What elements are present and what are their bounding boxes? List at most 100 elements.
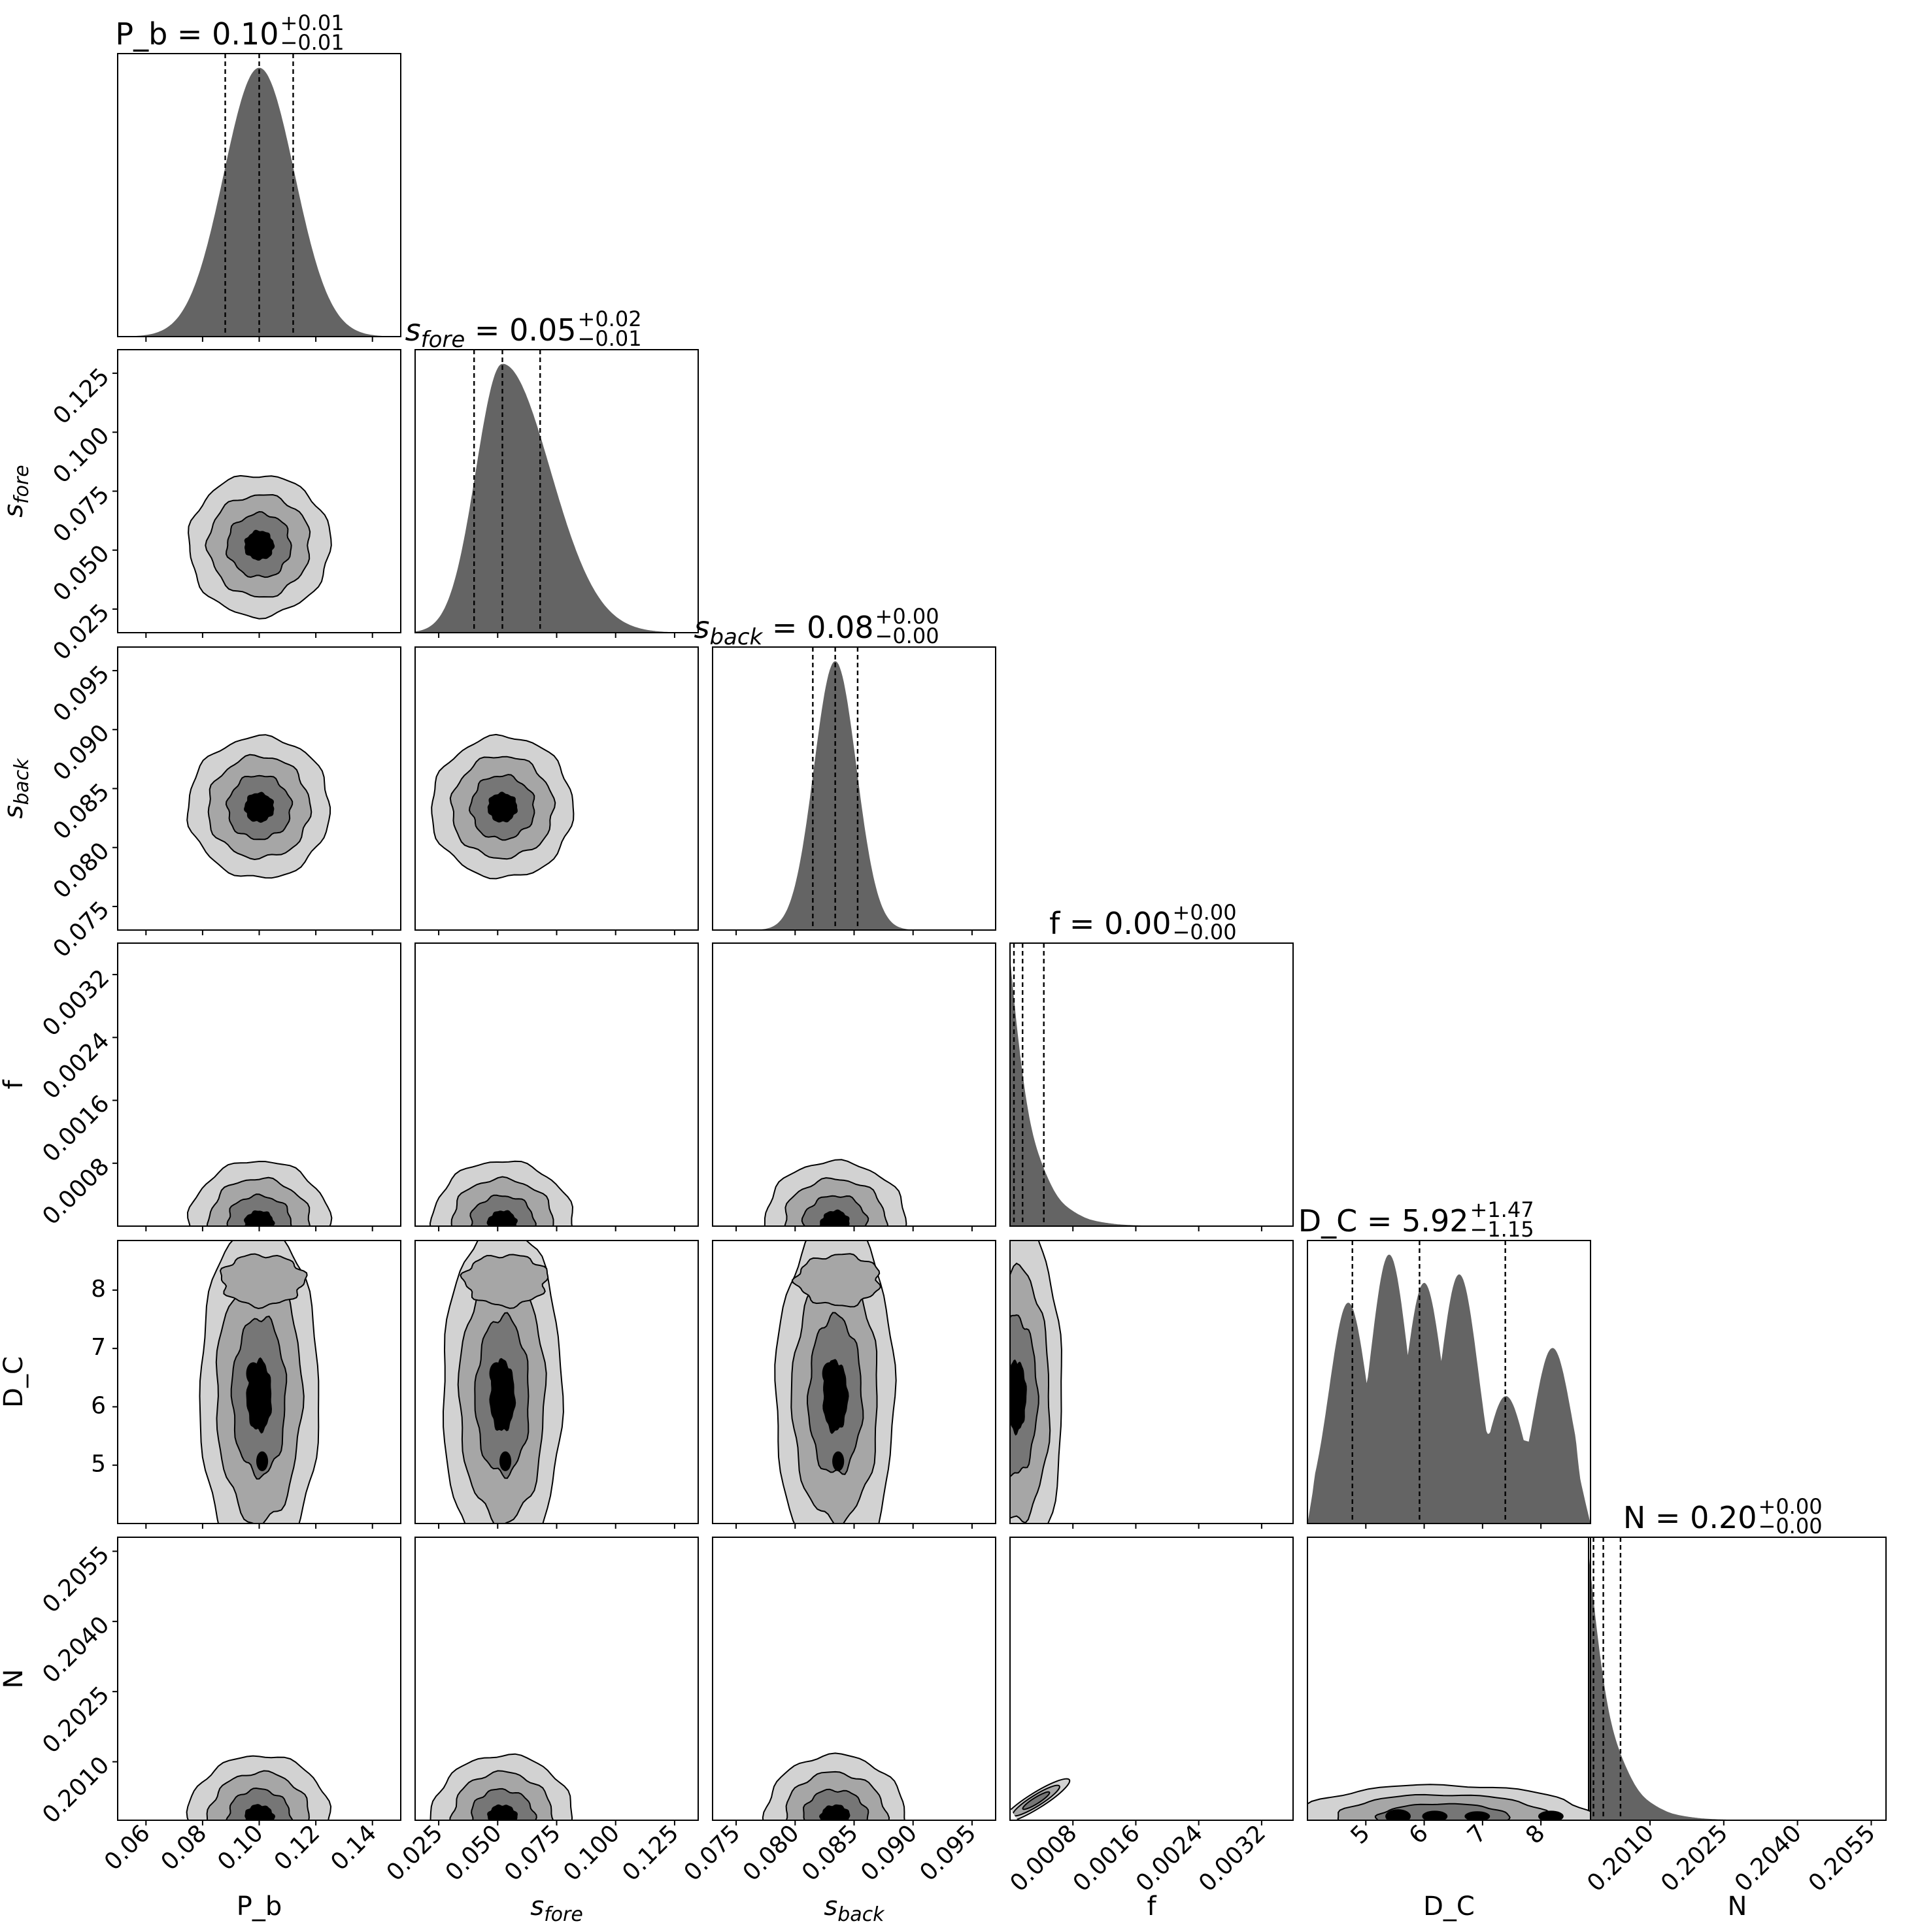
contour-s_back-f-level-3 xyxy=(820,1209,850,1226)
x-tick-label-P_b-1: 0.08 xyxy=(156,1820,212,1876)
title-plus-s_back: +0.00 xyxy=(875,604,939,629)
contour-D_C-N-core-2 xyxy=(1464,1811,1491,1820)
title-plus-P_b: +0.01 xyxy=(280,10,345,35)
title-minus-N: −0.00 xyxy=(1759,1514,1823,1539)
contour-s_back-D_C-core-a xyxy=(822,1362,837,1385)
y-tick-label-N-3: 0.2055 xyxy=(37,1541,114,1618)
panel-s_back-vs-N xyxy=(712,1537,996,1821)
hist-s_fore xyxy=(415,363,698,633)
title-s_back: sback = 0.08 xyxy=(694,610,874,650)
x-tick-label-P_b-3: 0.12 xyxy=(269,1820,326,1876)
contour-f-D_C-level-3 xyxy=(1010,1359,1027,1436)
panel-f-vs-D_C xyxy=(1009,1240,1294,1524)
title-f: f = 0.00 xyxy=(1049,906,1171,941)
x-tick-label-s_back-2: 0.085 xyxy=(797,1820,864,1886)
contour-P_b-N-level-2 xyxy=(225,1787,294,1820)
y-tick-label-s_back-0: 0.075 xyxy=(48,896,115,963)
y-axis-label-D_C: D_C xyxy=(0,1356,29,1408)
panel-s_fore-vs-s_back xyxy=(414,646,699,931)
contour-s_fore-D_C-core-a xyxy=(489,1362,504,1385)
x-tick-label-N-1: 0.2025 xyxy=(1656,1820,1733,1897)
contour-P_b-s_back-level-3 xyxy=(244,791,275,823)
panel-f-vs-N xyxy=(1002,1537,1294,1824)
x-tick-label-N-2: 0.2040 xyxy=(1730,1820,1807,1897)
title-plus-f: +0.00 xyxy=(1173,900,1237,925)
x-tick-label-N-3: 0.2055 xyxy=(1804,1820,1881,1897)
x-tick-label-s_back-3: 0.090 xyxy=(856,1820,922,1886)
contour-s_fore-N-level-3 xyxy=(487,1804,518,1820)
contour-P_b-f-level-2 xyxy=(226,1193,292,1226)
y-axis-label-N: N xyxy=(0,1669,29,1689)
title-plus-D_C: +1.47 xyxy=(1470,1197,1534,1222)
x-tick-label-s_back-0: 0.075 xyxy=(679,1820,746,1886)
x-axis-label-f: f xyxy=(1147,1891,1156,1922)
y-tick-label-s_fore-2: 0.075 xyxy=(48,481,115,548)
y-tick-label-s_fore-0: 0.025 xyxy=(48,599,115,665)
title-s_fore: sfore = 0.05 xyxy=(405,312,577,353)
hist-frame-f xyxy=(1009,942,1294,1227)
x-tick-label-D_C-2: 7 xyxy=(1462,1820,1492,1849)
title-minus-s_fore: −0.01 xyxy=(578,326,642,351)
title-plus-s_fore: +0.02 xyxy=(578,307,642,331)
x-tick-label-s_fore-1: 0.050 xyxy=(441,1820,507,1886)
x-tick-label-P_b-0: 0.06 xyxy=(99,1820,156,1876)
contour-P_b-s_fore-level-3 xyxy=(244,529,275,561)
contour-D_C-N-core-3 xyxy=(1538,1810,1564,1820)
x-axis-label-s_back: sback xyxy=(824,1891,885,1926)
contour-s_fore-D_C-upper xyxy=(460,1254,549,1309)
y-axis-label-f: f xyxy=(0,1080,29,1090)
y-tick-label-D_C-0: 5 xyxy=(91,1451,106,1478)
x-tick-label-P_b-4: 0.14 xyxy=(326,1820,382,1876)
contour-D_C-N-core-1 xyxy=(1422,1810,1448,1820)
y-tick-label-N-1: 0.2025 xyxy=(37,1682,114,1759)
hist-panel-N: N = 0.20 +0.00−0.00 xyxy=(1588,1494,1887,1821)
contour-s_back-D_C-upper xyxy=(791,1253,882,1308)
y-tick-label-D_C-1: 6 xyxy=(91,1392,106,1419)
contour-s_fore-N-level-2 xyxy=(471,1788,537,1820)
hist-frame-N xyxy=(1588,1537,1887,1821)
panel-s_back-vs-f xyxy=(712,942,996,1227)
panel-P_b-vs-f xyxy=(117,942,401,1227)
y-tick-label-s_back-4: 0.095 xyxy=(48,661,115,727)
x-tick-label-s_back-1: 0.080 xyxy=(738,1820,805,1886)
x-tick-label-f-1: 0.0016 xyxy=(1068,1820,1145,1897)
x-tick-label-D_C-1: 6 xyxy=(1404,1820,1434,1849)
contour-P_b-D_C-upper xyxy=(219,1253,308,1310)
title-minus-f: −0.00 xyxy=(1173,920,1237,944)
x-tick-label-f-3: 0.0032 xyxy=(1194,1820,1271,1897)
y-tick-label-N-2: 0.2040 xyxy=(37,1611,114,1688)
contour-s_fore-f-level-3 xyxy=(486,1210,518,1226)
x-axis-label-D_C: D_C xyxy=(1423,1891,1475,1922)
contour-s_back-D_C-core-b xyxy=(832,1451,845,1471)
y-tick-label-s_fore-1: 0.050 xyxy=(48,540,115,607)
y-tick-label-D_C-3: 8 xyxy=(91,1276,106,1303)
y-tick-label-s_back-3: 0.090 xyxy=(48,720,115,786)
panel-D_C-vs-N xyxy=(1307,1537,1591,1821)
x-axis-label-N: N xyxy=(1728,1891,1747,1922)
y-tick-label-s_fore-4: 0.125 xyxy=(48,363,115,430)
y-axis-label-s_fore: sfore xyxy=(0,465,33,518)
contour-P_b-D_C-core-a xyxy=(246,1362,261,1385)
contour-s_fore-f-level-2 xyxy=(469,1194,537,1226)
y-tick-label-s_back-1: 0.080 xyxy=(48,837,115,904)
hist-P_b xyxy=(118,67,401,337)
contour-P_b-N-level-3 xyxy=(244,1804,276,1820)
panel-s_back-vs-D_C xyxy=(712,1240,996,1524)
x-tick-label-s_fore-2: 0.075 xyxy=(499,1820,566,1886)
title-plus-N: +0.00 xyxy=(1759,1494,1823,1519)
contour-P_b-f-level-3 xyxy=(243,1210,275,1226)
x-tick-label-s_fore-4: 0.125 xyxy=(617,1820,684,1886)
y-tick-label-s_fore-3: 0.100 xyxy=(48,422,115,489)
panel-P_b-vs-s_back xyxy=(117,646,401,931)
hist-panel-P_b: P_b = 0.10 +0.01−0.01 xyxy=(115,10,401,337)
hist-f xyxy=(1010,957,1293,1226)
x-tick-label-s_fore-3: 0.100 xyxy=(558,1820,625,1886)
hist-panel-f: f = 0.00 +0.00−0.00 xyxy=(1009,900,1294,1227)
y-tick-label-N-0: 0.2010 xyxy=(37,1752,114,1829)
panel-frame-f-N xyxy=(1009,1537,1294,1821)
y-tick-label-s_back-2: 0.085 xyxy=(48,778,115,845)
panel-frame-D_C-N xyxy=(1307,1537,1591,1821)
panel-P_b-vs-s_fore xyxy=(117,349,401,633)
x-axis-label-P_b: P_b xyxy=(237,1891,282,1922)
x-tick-label-s_fore-0: 0.025 xyxy=(382,1820,448,1886)
